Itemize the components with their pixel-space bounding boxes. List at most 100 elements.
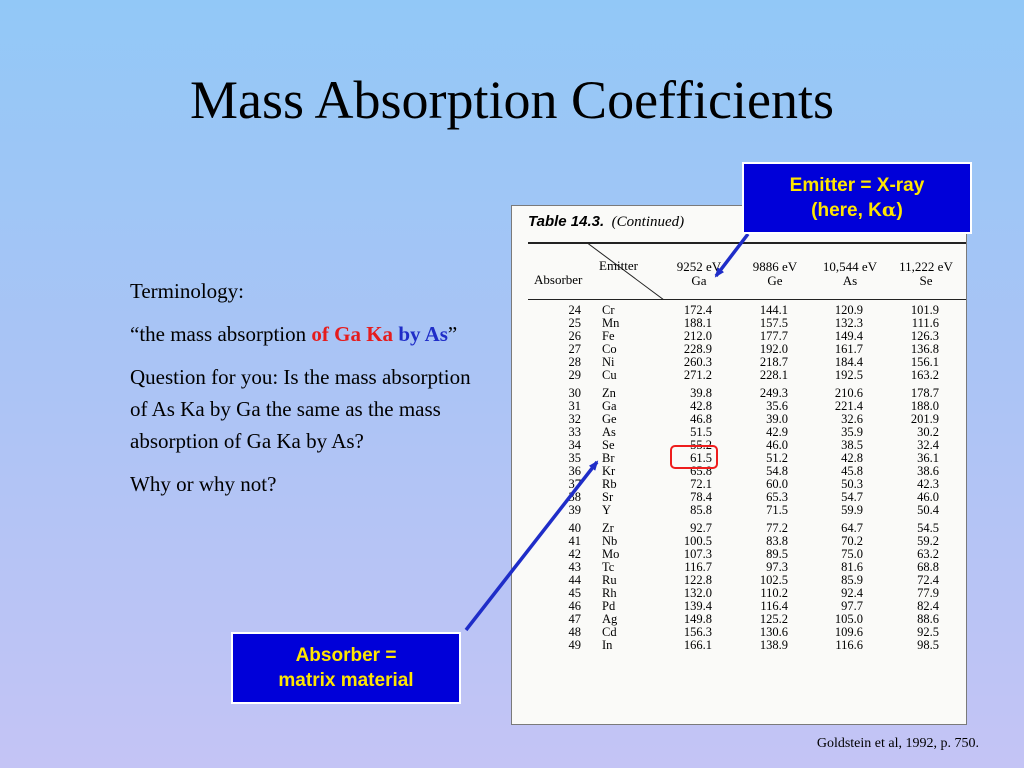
absorber-callout-line1: Absorber = [295,645,397,666]
column-energy: 9252 eV [676,259,722,274]
coefficient-cell: 68.8 [917,560,939,574]
atomic-number-column: 24 25 26 27 28 29 30 31 32 33 34 35 36 37 38 39 40 41 42 43… [557,303,582,652]
coefficient-cell: 54.5 [917,521,939,535]
coefficient-cell: 63.2 [917,547,939,561]
coefficient-cell: 101.9 [910,303,939,317]
highlight-ring [670,445,718,469]
column-header: 11,222 eV Se [891,260,961,288]
coefficient-cell: 59.2 [917,534,939,548]
atomic-number-cell: 39 [568,503,582,517]
atomic-number-cell: 26 [568,329,582,343]
absorber-symbol-cell: Y [602,503,612,517]
coefficient-cell: 85.8 [690,503,712,517]
coefficient-cell: 260.3 [683,355,712,369]
absorber-symbol-cell: Ga [602,399,617,413]
absorber-symbol-cell: Br [602,451,615,465]
atomic-number-cell: 31 [568,399,582,413]
coefficient-cell: 105.0 [834,612,863,626]
coefficient-cell: 77.2 [766,521,788,535]
absorber-symbol-cell: Co [602,342,617,356]
coefficient-cell: 228.9 [683,342,712,356]
coefficient-cell: 65.3 [766,490,788,504]
coefficient-cell: 156.1 [910,355,939,369]
header-diagonal-line [586,242,664,300]
coefficient-cell: 46.0 [766,438,788,452]
coefficient-cell: 64.7 [841,521,863,535]
emitter-callout-line2: (here, Kα) [744,198,970,223]
absorber-symbol-cell: Ni [602,355,615,369]
coefficient-cell: 46.8 [690,412,712,426]
absorber-symbol-cell: Mn [602,316,620,330]
coefficient-cell: 42.9 [766,425,788,439]
coefficient-cell: 32.6 [841,412,863,426]
coefficient-cell: 72.4 [917,573,939,587]
slide-title: Mass Absorption Coefficients [190,70,834,130]
absorber-symbol-cell: Cu [602,368,617,382]
coefficient-cell: 177.7 [759,329,788,343]
coefficient-cell: 149.8 [683,612,712,626]
emitter-callout-prefix: (here, K [811,200,882,221]
coefficient-cell: 97.7 [841,599,863,613]
atomic-number-cell: 32 [568,412,582,426]
absorber-symbol-cell: Sr [602,490,614,504]
coefficient-cell: 102.5 [759,573,788,587]
column-header: 9252 eV Ga [664,260,734,288]
coefficient-cell: 188.0 [910,399,939,413]
atomic-number-cell: 24 [568,303,582,317]
coefficient-cell: 100.5 [683,534,712,548]
absorber-symbol-cell: In [602,638,613,652]
atomic-number-cell: 49 [568,638,582,652]
absorber-symbol-cell: Ru [602,573,617,587]
coefficient-cell: 85.9 [841,573,863,587]
quote-emphasis-blue: by As [398,322,448,346]
coefficient-cell: 116.4 [760,599,788,613]
coefficient-cell: 70.2 [841,534,863,548]
coefficient-cell: 75.0 [841,547,863,561]
coefficient-cell: 116.6 [835,638,863,652]
coefficient-cell: 125.2 [759,612,788,626]
coefficient-cell: 157.5 [759,316,788,330]
coefficient-cell: 35.6 [766,399,788,413]
coefficient-cell: 81.6 [841,560,863,574]
terminology-heading: Terminology: [130,279,245,303]
coefficient-cell: 156.3 [683,625,712,639]
coefficient-cell: 212.0 [683,329,712,343]
coefficient-cell: 228.1 [759,368,788,382]
column-element: Ga [691,273,707,288]
atomic-number-cell: 28 [568,355,582,369]
value-column-as: 120.9 132.3 149.4 161.7 184.4 192.5 210.6 221.4… [803,304,863,652]
coefficient-cell: 38.5 [841,438,863,452]
absorber-symbol-cell: Kr [602,464,616,478]
coefficient-cell: 111.6 [911,316,939,330]
quote-close: ” [447,322,458,346]
absorber-symbol-cell: Zn [602,386,616,400]
coefficient-cell: 192.0 [759,342,788,356]
coefficient-cell: 88.6 [917,612,939,626]
coefficient-cell: 178.7 [910,386,939,400]
coefficient-cell: 110.2 [760,586,788,600]
absorber-header-label: Absorber [534,272,583,287]
emitter-header-label: Emitter [599,258,638,273]
coefficient-cell: 249.3 [759,386,788,400]
terminology-quote: “the mass absorption of Ga Ka by As” [130,318,490,350]
coefficient-cell: 201.9 [910,412,939,426]
table-number: Table 14.3. [528,213,605,230]
coefficient-cell: 45.8 [841,464,863,478]
absorber-symbol-cell: Ag [602,612,618,626]
quote-emphasis-red: of Ga Ka [311,322,394,346]
coefficient-cell: 51.2 [766,451,788,465]
coefficient-cell: 221.4 [834,399,863,413]
value-column-se: 101.9 111.6 126.3 136.8 156.1 163.2 178.7 188.0… [879,304,939,652]
emitter-callout-suffix: ) [896,200,903,221]
coefficient-cell: 132.0 [683,586,712,600]
coefficient-cell: 42.8 [841,451,863,465]
coefficient-cell: 122.8 [683,573,712,587]
coefficient-cell: 126.3 [910,329,939,343]
column-element: Se [919,273,933,288]
terminology-notes: Terminology: “the mass absorption of Ga … [130,275,490,511]
atomic-number-cell: 27 [568,342,582,356]
coefficient-cell: 109.6 [834,625,863,639]
coefficient-cell: 92.7 [690,521,712,535]
absorber-symbol-cell: Nb [602,534,618,548]
absorber-symbol-cell: As [602,425,616,439]
